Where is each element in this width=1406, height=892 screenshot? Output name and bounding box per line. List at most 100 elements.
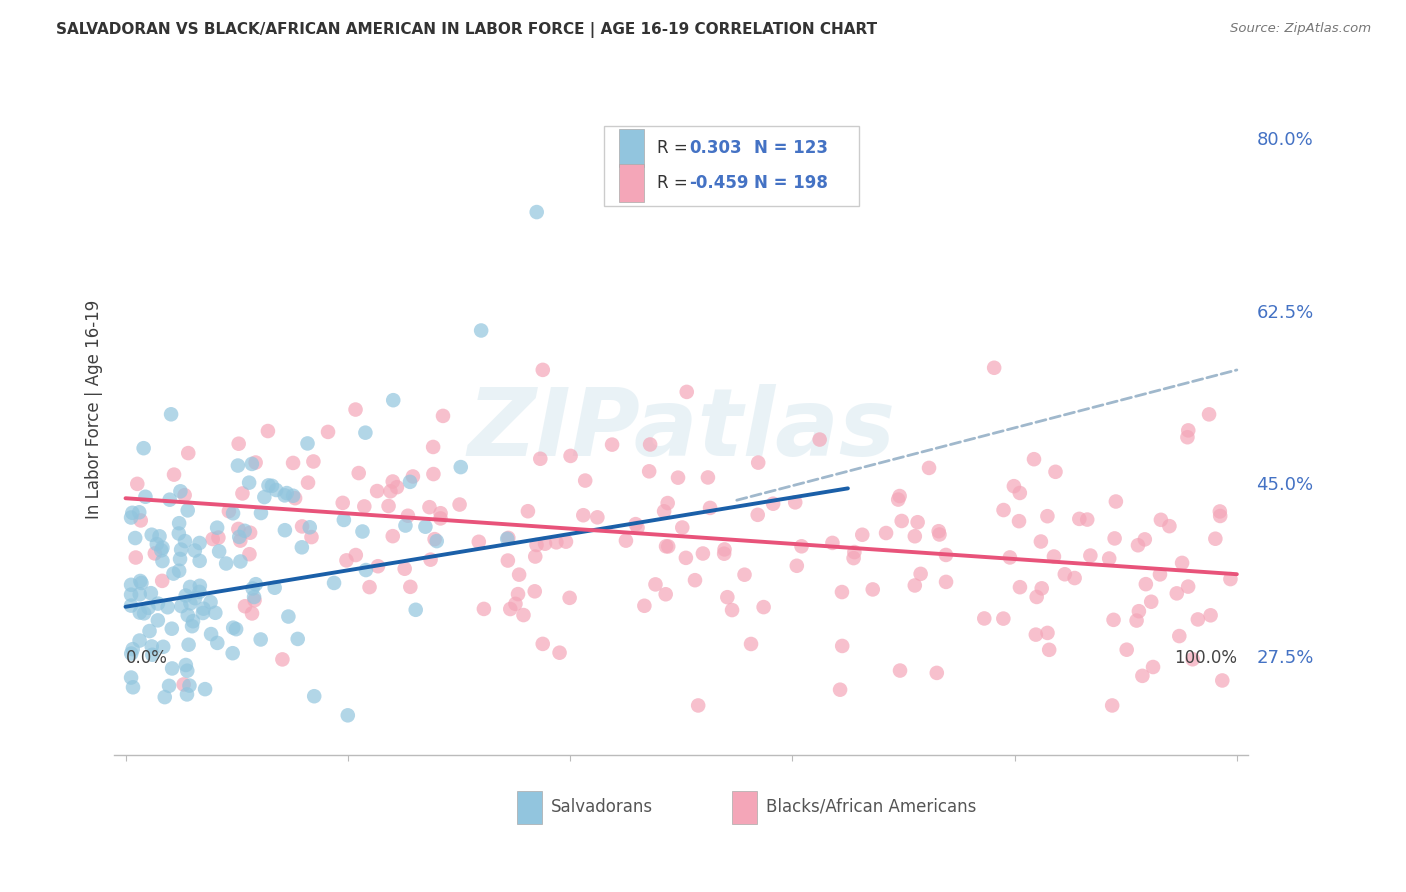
- Point: [302, 690, 325, 704]
- Point: [240, 457, 263, 471]
- Point: [253, 490, 276, 504]
- Point: [250, 506, 273, 520]
- Point: [231, 486, 253, 500]
- Point: [291, 541, 314, 555]
- Point: [174, 534, 197, 549]
- Point: [470, 324, 492, 338]
- Point: [918, 461, 941, 475]
- Point: [132, 607, 155, 621]
- Point: [243, 590, 266, 604]
- Point: [134, 490, 156, 504]
- Text: 100.0%: 100.0%: [1174, 648, 1237, 667]
- Point: [1036, 626, 1059, 640]
- Point: [1008, 486, 1031, 500]
- Point: [1069, 512, 1091, 526]
- Point: [468, 534, 491, 549]
- Point: [998, 550, 1021, 565]
- Point: [1135, 577, 1157, 591]
- Point: [225, 622, 247, 636]
- Point: [208, 544, 231, 558]
- Point: [1209, 504, 1232, 518]
- Point: [127, 476, 149, 491]
- Point: [1126, 538, 1149, 552]
- Point: [558, 591, 581, 605]
- Point: [638, 464, 661, 478]
- Point: [157, 679, 180, 693]
- Bar: [733, 790, 758, 824]
- Point: [1008, 580, 1031, 594]
- Point: [215, 557, 238, 571]
- Point: [422, 440, 444, 454]
- Point: [382, 393, 405, 408]
- Point: [1101, 698, 1123, 713]
- Point: [496, 532, 519, 546]
- Point: [429, 506, 451, 520]
- Point: [654, 587, 676, 601]
- Point: [264, 483, 287, 497]
- Point: [546, 535, 568, 549]
- Point: [243, 593, 266, 607]
- Point: [574, 474, 596, 488]
- Point: [131, 576, 153, 591]
- Point: [657, 540, 679, 554]
- Point: [534, 537, 557, 551]
- Bar: [605, 127, 859, 206]
- Point: [973, 611, 995, 625]
- Point: [928, 524, 950, 539]
- Point: [1159, 519, 1181, 533]
- Point: [128, 505, 150, 519]
- Point: [586, 510, 609, 524]
- Point: [191, 606, 214, 620]
- Point: [257, 424, 280, 438]
- Point: [167, 564, 190, 578]
- Point: [993, 611, 1015, 625]
- Point: [1140, 595, 1163, 609]
- Point: [394, 518, 416, 533]
- Point: [1198, 408, 1220, 422]
- Point: [181, 614, 204, 628]
- Point: [162, 566, 184, 581]
- Point: [163, 467, 186, 482]
- Point: [831, 585, 853, 599]
- Point: [207, 636, 229, 650]
- Point: [688, 698, 710, 713]
- Point: [229, 533, 252, 548]
- Point: [128, 633, 150, 648]
- Bar: [619, 129, 644, 168]
- Point: [600, 437, 623, 451]
- Point: [249, 632, 271, 647]
- Point: [184, 591, 207, 606]
- Point: [281, 456, 304, 470]
- Point: [713, 542, 735, 557]
- Point: [1211, 673, 1233, 688]
- Text: R =: R =: [658, 139, 693, 158]
- Point: [152, 554, 174, 568]
- Point: [167, 526, 190, 541]
- Point: [177, 446, 200, 460]
- Point: [1166, 586, 1188, 600]
- Point: [352, 524, 374, 539]
- Point: [276, 486, 298, 500]
- Point: [419, 552, 441, 566]
- Point: [785, 495, 807, 509]
- Point: [697, 470, 720, 484]
- Point: [928, 527, 950, 541]
- Point: [747, 456, 769, 470]
- Point: [170, 599, 193, 613]
- Point: [156, 600, 179, 615]
- Text: Source: ZipAtlas.com: Source: ZipAtlas.com: [1230, 22, 1371, 36]
- Point: [121, 642, 143, 657]
- Point: [174, 658, 197, 673]
- Point: [152, 541, 174, 555]
- Point: [1002, 479, 1025, 493]
- Point: [297, 475, 319, 490]
- Point: [935, 574, 957, 589]
- Point: [1187, 612, 1209, 626]
- Point: [173, 677, 195, 691]
- Point: [120, 599, 142, 613]
- Point: [904, 578, 927, 592]
- Text: R =: R =: [658, 175, 693, 193]
- Point: [624, 517, 647, 532]
- Point: [176, 687, 198, 701]
- Point: [179, 596, 201, 610]
